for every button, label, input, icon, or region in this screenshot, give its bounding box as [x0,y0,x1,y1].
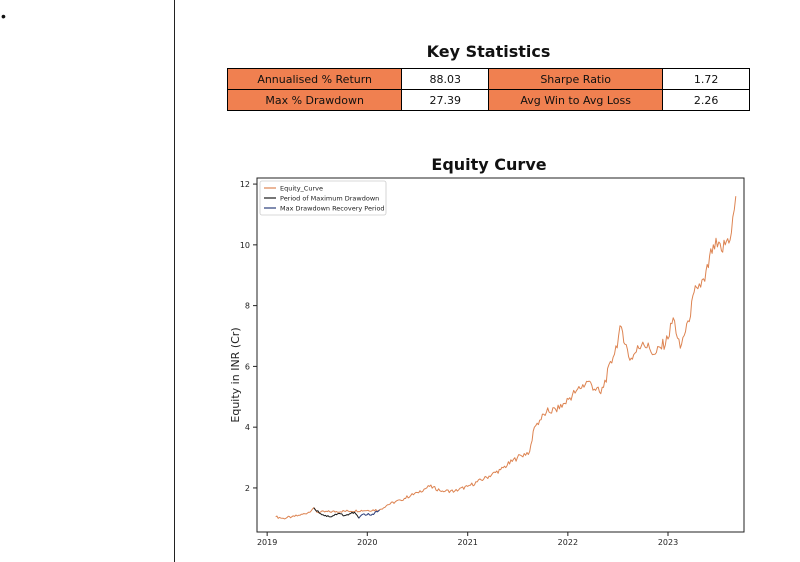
legend-label: Period of Maximum Drawdown [280,195,379,203]
y-tick-label: 4 [245,423,250,432]
stats-table: Annualised % Return 88.03 Sharpe Ratio 1… [226,68,750,111]
x-tick-label: 2019 [257,538,277,547]
x-tick-label: 2022 [558,538,578,547]
stat-label: Avg Win to Avg Loss [488,89,664,111]
plot-frame [256,177,745,533]
legend-label: Equity_Curve [280,185,323,193]
legend-label: Max Drawdown Recovery Period [280,205,385,213]
stat-label: Max % Drawdown [226,89,403,111]
stat-value: 2.26 [662,89,750,111]
x-tick-label: 2021 [458,538,478,547]
x-tick-label: 2023 [658,538,678,547]
y-tick-label: 8 [245,302,250,311]
series-line [313,507,360,519]
y-axis-label: Equity in INR (Cr) [229,327,242,422]
stats-row: Max % Drawdown 27.39 Avg Win to Avg Loss… [226,89,750,111]
series-line [275,196,737,520]
legend: Equity_Curve Period of Maximum Drawdown Ma… [259,180,387,216]
y-tick-label: 12 [240,180,250,189]
stat-value: 88.03 [401,68,490,90]
stats-title: Key Statistics [426,42,551,61]
series-line [358,509,380,519]
stat-label: Annualised % Return [226,68,403,90]
stat-value: 1.72 [662,68,750,90]
plot-area [275,196,737,520]
y-tick-label: 2 [245,484,250,493]
stat-value: 27.39 [401,89,490,111]
y-tick-label: 10 [240,241,250,250]
equity-chart: Equity Curve Equity in INR (Cr) Equity_C… [229,155,745,547]
vertical-divider [174,0,175,562]
y-tick-label: 6 [245,362,250,371]
chart-title: Equity Curve [431,155,546,174]
legend-box [259,180,387,216]
bullet-mark: • [1,8,6,24]
x-tick-label: 2020 [357,538,377,547]
stats-row: Annualised % Return 88.03 Sharpe Ratio 1… [226,68,750,90]
stat-label: Sharpe Ratio [488,68,664,90]
